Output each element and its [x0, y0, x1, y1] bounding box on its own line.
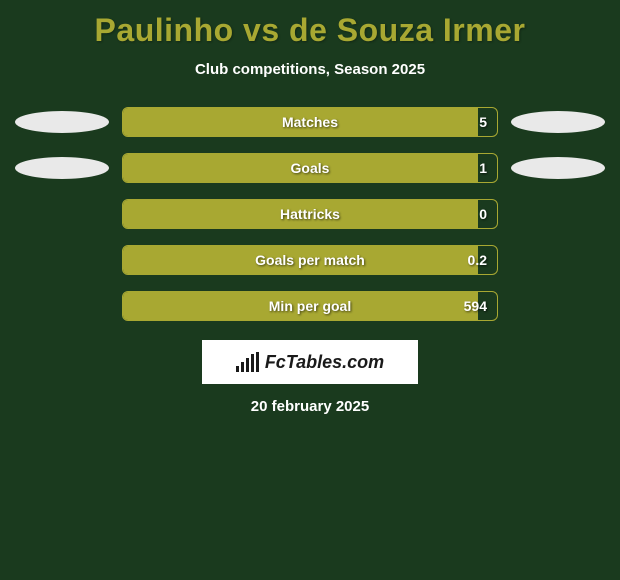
ellipse-icon — [511, 111, 605, 133]
stat-label: Hattricks — [280, 206, 340, 222]
stat-value: 594 — [464, 298, 487, 314]
ellipse-icon — [511, 157, 605, 179]
brand-logo: FcTables.com — [202, 340, 418, 384]
stat-row: Matches 5 — [8, 106, 612, 138]
stat-value: 0 — [479, 206, 487, 222]
ellipse-icon — [15, 157, 109, 179]
stat-label: Goals — [291, 160, 330, 176]
brand-text: FcTables.com — [265, 352, 384, 373]
stat-label: Matches — [282, 114, 338, 130]
comparison-subtitle: Club competitions, Season 2025 — [0, 61, 620, 78]
stat-label: Goals per match — [255, 252, 365, 268]
stats-chart: Matches 5 Goals 1 Hattricks 0 Goals per match 0… — [0, 106, 620, 322]
stat-value: 0.2 — [468, 252, 487, 268]
stat-row: Min per goal 594 — [8, 290, 612, 322]
bar-chart-icon — [236, 352, 259, 372]
stat-bar: Matches 5 — [122, 107, 498, 137]
comparison-title: Paulinho vs de Souza Irmer — [0, 0, 620, 49]
player2-marker — [504, 111, 612, 133]
stat-row: Hattricks 0 — [8, 198, 612, 230]
stat-value: 5 — [479, 114, 487, 130]
player1-marker — [8, 157, 116, 179]
stat-bar: Hattricks 0 — [122, 199, 498, 229]
snapshot-date: 20 february 2025 — [0, 398, 620, 415]
stat-row: Goals per match 0.2 — [8, 244, 612, 276]
player1-marker — [8, 111, 116, 133]
player2-marker — [504, 157, 612, 179]
stat-bar: Min per goal 594 — [122, 291, 498, 321]
stat-label: Min per goal — [269, 298, 351, 314]
stat-value: 1 — [479, 160, 487, 176]
ellipse-icon — [15, 111, 109, 133]
stat-bar: Goals 1 — [122, 153, 498, 183]
stat-row: Goals 1 — [8, 152, 612, 184]
stat-bar: Goals per match 0.2 — [122, 245, 498, 275]
